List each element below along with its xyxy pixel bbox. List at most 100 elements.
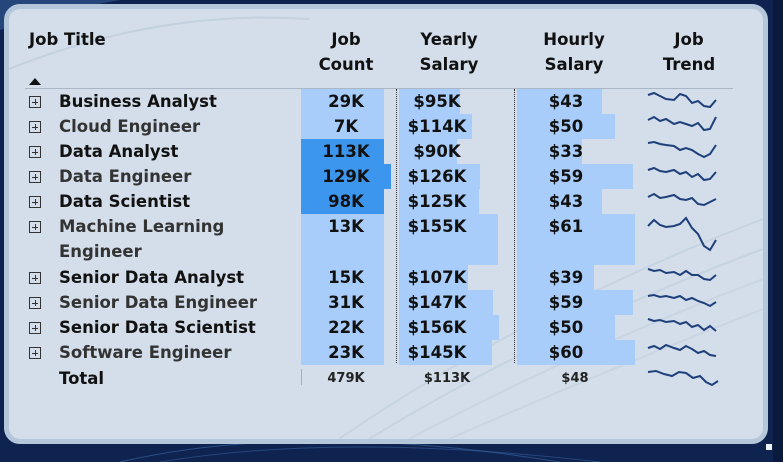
hourly-salary-bar: [517, 214, 635, 265]
job-title-label[interactable]: Senior Data Scientist: [59, 318, 256, 337]
total-divider: [301, 369, 302, 385]
yearly-column-divider: [396, 89, 397, 363]
job-count-value: 7K: [333, 117, 359, 136]
hourly-salary-value: $50: [548, 117, 584, 136]
job-trend-sparkline: [647, 268, 717, 282]
job-title-label[interactable]: Data Engineer: [59, 167, 192, 186]
job-count-value: 15K: [328, 268, 364, 287]
header-yearly-salary[interactable]: Yearly Salary: [399, 27, 499, 77]
expand-icon[interactable]: [29, 196, 41, 208]
job-trend-sparkline: [647, 166, 717, 182]
hourly-salary-value: $59: [548, 293, 584, 312]
hourly-salary-value: $39: [548, 268, 584, 287]
yearly-salary-value: $95K: [413, 92, 461, 111]
job-count-value: 23K: [328, 343, 364, 362]
hourly-salary-value: $61: [548, 217, 584, 236]
expand-icon[interactable]: [29, 272, 41, 284]
yearly-salary-value: $90K: [413, 142, 461, 161]
job-count-bar: [301, 89, 384, 114]
header-hourly-line2: Salary: [544, 55, 604, 74]
job-count-bar: [301, 139, 384, 164]
expand-icon[interactable]: [29, 347, 41, 359]
header-yearly-line1: Yearly: [420, 30, 478, 49]
hourly-salary-bar: [517, 265, 594, 290]
table-row[interactable]: Data Scientist 98K $125K $43: [9, 189, 763, 214]
table-row[interactable]: Senior Data Engineer 31K $147K $59: [9, 290, 763, 315]
yearly-salary-value: $147K: [407, 293, 467, 312]
job-title-label[interactable]: Senior Data Engineer: [59, 293, 258, 312]
hourly-salary-bar: [517, 114, 616, 139]
job-trend-sparkline: [647, 140, 717, 159]
total-trend-sparkline: [647, 369, 719, 387]
header-hourly-line1: Hourly: [543, 30, 605, 49]
job-title-label[interactable]: Cloud Engineer: [59, 117, 201, 136]
expand-icon[interactable]: [29, 171, 41, 183]
job-title-label-line2[interactable]: Engineer: [59, 242, 142, 261]
header-hourly-salary[interactable]: Hourly Salary: [519, 27, 629, 77]
table-row[interactable]: Machine Learning Engineer 13K $155K $61: [9, 214, 763, 265]
total-job-count: 479K: [327, 371, 365, 386]
header-job-count-line2: Count: [318, 55, 374, 74]
total-hourly-salary: $48: [561, 371, 589, 386]
job-trend-sparkline: [647, 115, 717, 132]
hourly-column-divider: [514, 89, 515, 363]
hourly-salary-value: $33: [548, 142, 584, 161]
hourly-salary-value: $60: [548, 343, 584, 362]
job-title-label[interactable]: Machine Learning: [59, 217, 225, 236]
sort-ascending-icon[interactable]: [29, 78, 41, 85]
job-title-label[interactable]: Data Analyst: [59, 142, 179, 161]
job-count-value: 113K: [322, 142, 370, 161]
job-trend-sparkline: [647, 318, 717, 332]
window-frame-edge: [773, 0, 783, 462]
job-count-value: 13K: [328, 217, 364, 236]
expand-icon[interactable]: [29, 297, 41, 309]
hourly-salary-value: $59: [548, 167, 584, 186]
yearly-salary-value: $107K: [407, 268, 467, 287]
table-row[interactable]: Senior Data Analyst 15K $107K $39: [9, 265, 763, 290]
job-count-bar: [301, 114, 384, 139]
expand-icon[interactable]: [29, 96, 41, 108]
job-trend-sparkline: [647, 91, 717, 109]
yearly-salary-bar: [399, 139, 457, 164]
header-job-count-line1: Job: [331, 30, 361, 49]
expand-icon[interactable]: [29, 322, 41, 334]
job-title-label[interactable]: Data Scientist: [59, 192, 191, 211]
yearly-salary-value: $145K: [407, 343, 467, 362]
yearly-salary-bar: [399, 290, 494, 315]
expand-icon[interactable]: [29, 121, 41, 133]
table-row[interactable]: Cloud Engineer 7K $114K $50: [9, 114, 763, 139]
header-job-trend[interactable]: Job Trend: [649, 27, 729, 77]
job-title-label[interactable]: Business Analyst: [59, 92, 217, 111]
yearly-salary-value: $114K: [407, 117, 467, 136]
job-count-bar: [301, 189, 384, 214]
yearly-salary-value: $156K: [407, 318, 467, 337]
job-count-value: 22K: [328, 318, 364, 337]
hourly-salary-bar: [517, 340, 635, 365]
job-title-label[interactable]: Software Engineer: [59, 343, 232, 362]
header-job-count[interactable]: Job Count: [301, 27, 391, 77]
job-count-bar: [301, 214, 384, 265]
resize-handle[interactable]: [766, 444, 772, 450]
table-row[interactable]: Data Engineer 129K $126K $59: [9, 164, 763, 189]
job-trend-sparkline: [647, 192, 717, 207]
yearly-salary-bar: [399, 265, 468, 290]
job-title-label[interactable]: Senior Data Analyst: [59, 268, 245, 287]
total-row: Total 479K $113K $48: [9, 366, 763, 391]
header-job-title[interactable]: Job Title: [29, 30, 106, 49]
yearly-salary-value: $155K: [407, 217, 467, 236]
expand-icon[interactable]: [29, 146, 41, 158]
yearly-salary-value: $125K: [407, 192, 467, 211]
hourly-salary-bar: [517, 164, 633, 189]
total-yearly-salary: $113K: [423, 371, 471, 386]
expand-icon[interactable]: [29, 221, 41, 233]
table-row[interactable]: Data Analyst 113K $90K $33: [9, 139, 763, 164]
job-trend-sparkline: [647, 343, 717, 357]
job-count-value: 29K: [328, 92, 364, 111]
table-row[interactable]: Senior Data Scientist 22K $156K $50: [9, 315, 763, 340]
table-row[interactable]: Software Engineer 23K $145K $60: [9, 340, 763, 365]
table-row[interactable]: Business Analyst 29K $95K $43: [9, 89, 763, 114]
yearly-salary-bar: [399, 315, 499, 340]
hourly-salary-bar: [517, 315, 616, 340]
hourly-salary-bar: [517, 89, 602, 114]
job-count-bar: [301, 290, 384, 315]
